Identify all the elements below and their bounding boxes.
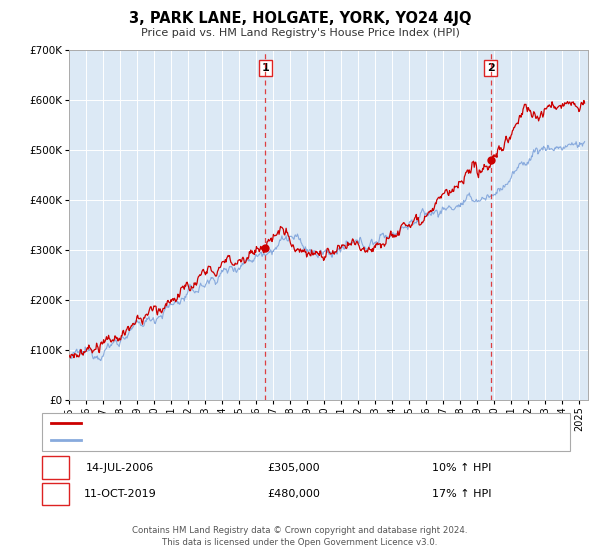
Text: £480,000: £480,000: [268, 489, 320, 499]
Text: 2: 2: [487, 63, 494, 73]
Text: £305,000: £305,000: [268, 463, 320, 473]
Text: 17% ↑ HPI: 17% ↑ HPI: [432, 489, 492, 499]
Text: HPI: Average price, detached house, York: HPI: Average price, detached house, York: [87, 435, 302, 445]
Text: 1: 1: [52, 461, 59, 474]
Text: 11-OCT-2019: 11-OCT-2019: [83, 489, 157, 499]
Text: 1: 1: [262, 63, 269, 73]
Text: 3, PARK LANE, HOLGATE, YORK, YO24 4JQ (detached house): 3, PARK LANE, HOLGATE, YORK, YO24 4JQ (d…: [87, 418, 397, 428]
Text: This data is licensed under the Open Government Licence v3.0.: This data is licensed under the Open Gov…: [163, 538, 437, 547]
Text: 3, PARK LANE, HOLGATE, YORK, YO24 4JQ: 3, PARK LANE, HOLGATE, YORK, YO24 4JQ: [129, 11, 471, 26]
Text: Price paid vs. HM Land Registry's House Price Index (HPI): Price paid vs. HM Land Registry's House …: [140, 28, 460, 38]
Text: 10% ↑ HPI: 10% ↑ HPI: [433, 463, 491, 473]
Text: Contains HM Land Registry data © Crown copyright and database right 2024.: Contains HM Land Registry data © Crown c…: [132, 526, 468, 535]
Text: 2: 2: [52, 487, 59, 501]
Text: 14-JUL-2006: 14-JUL-2006: [86, 463, 154, 473]
